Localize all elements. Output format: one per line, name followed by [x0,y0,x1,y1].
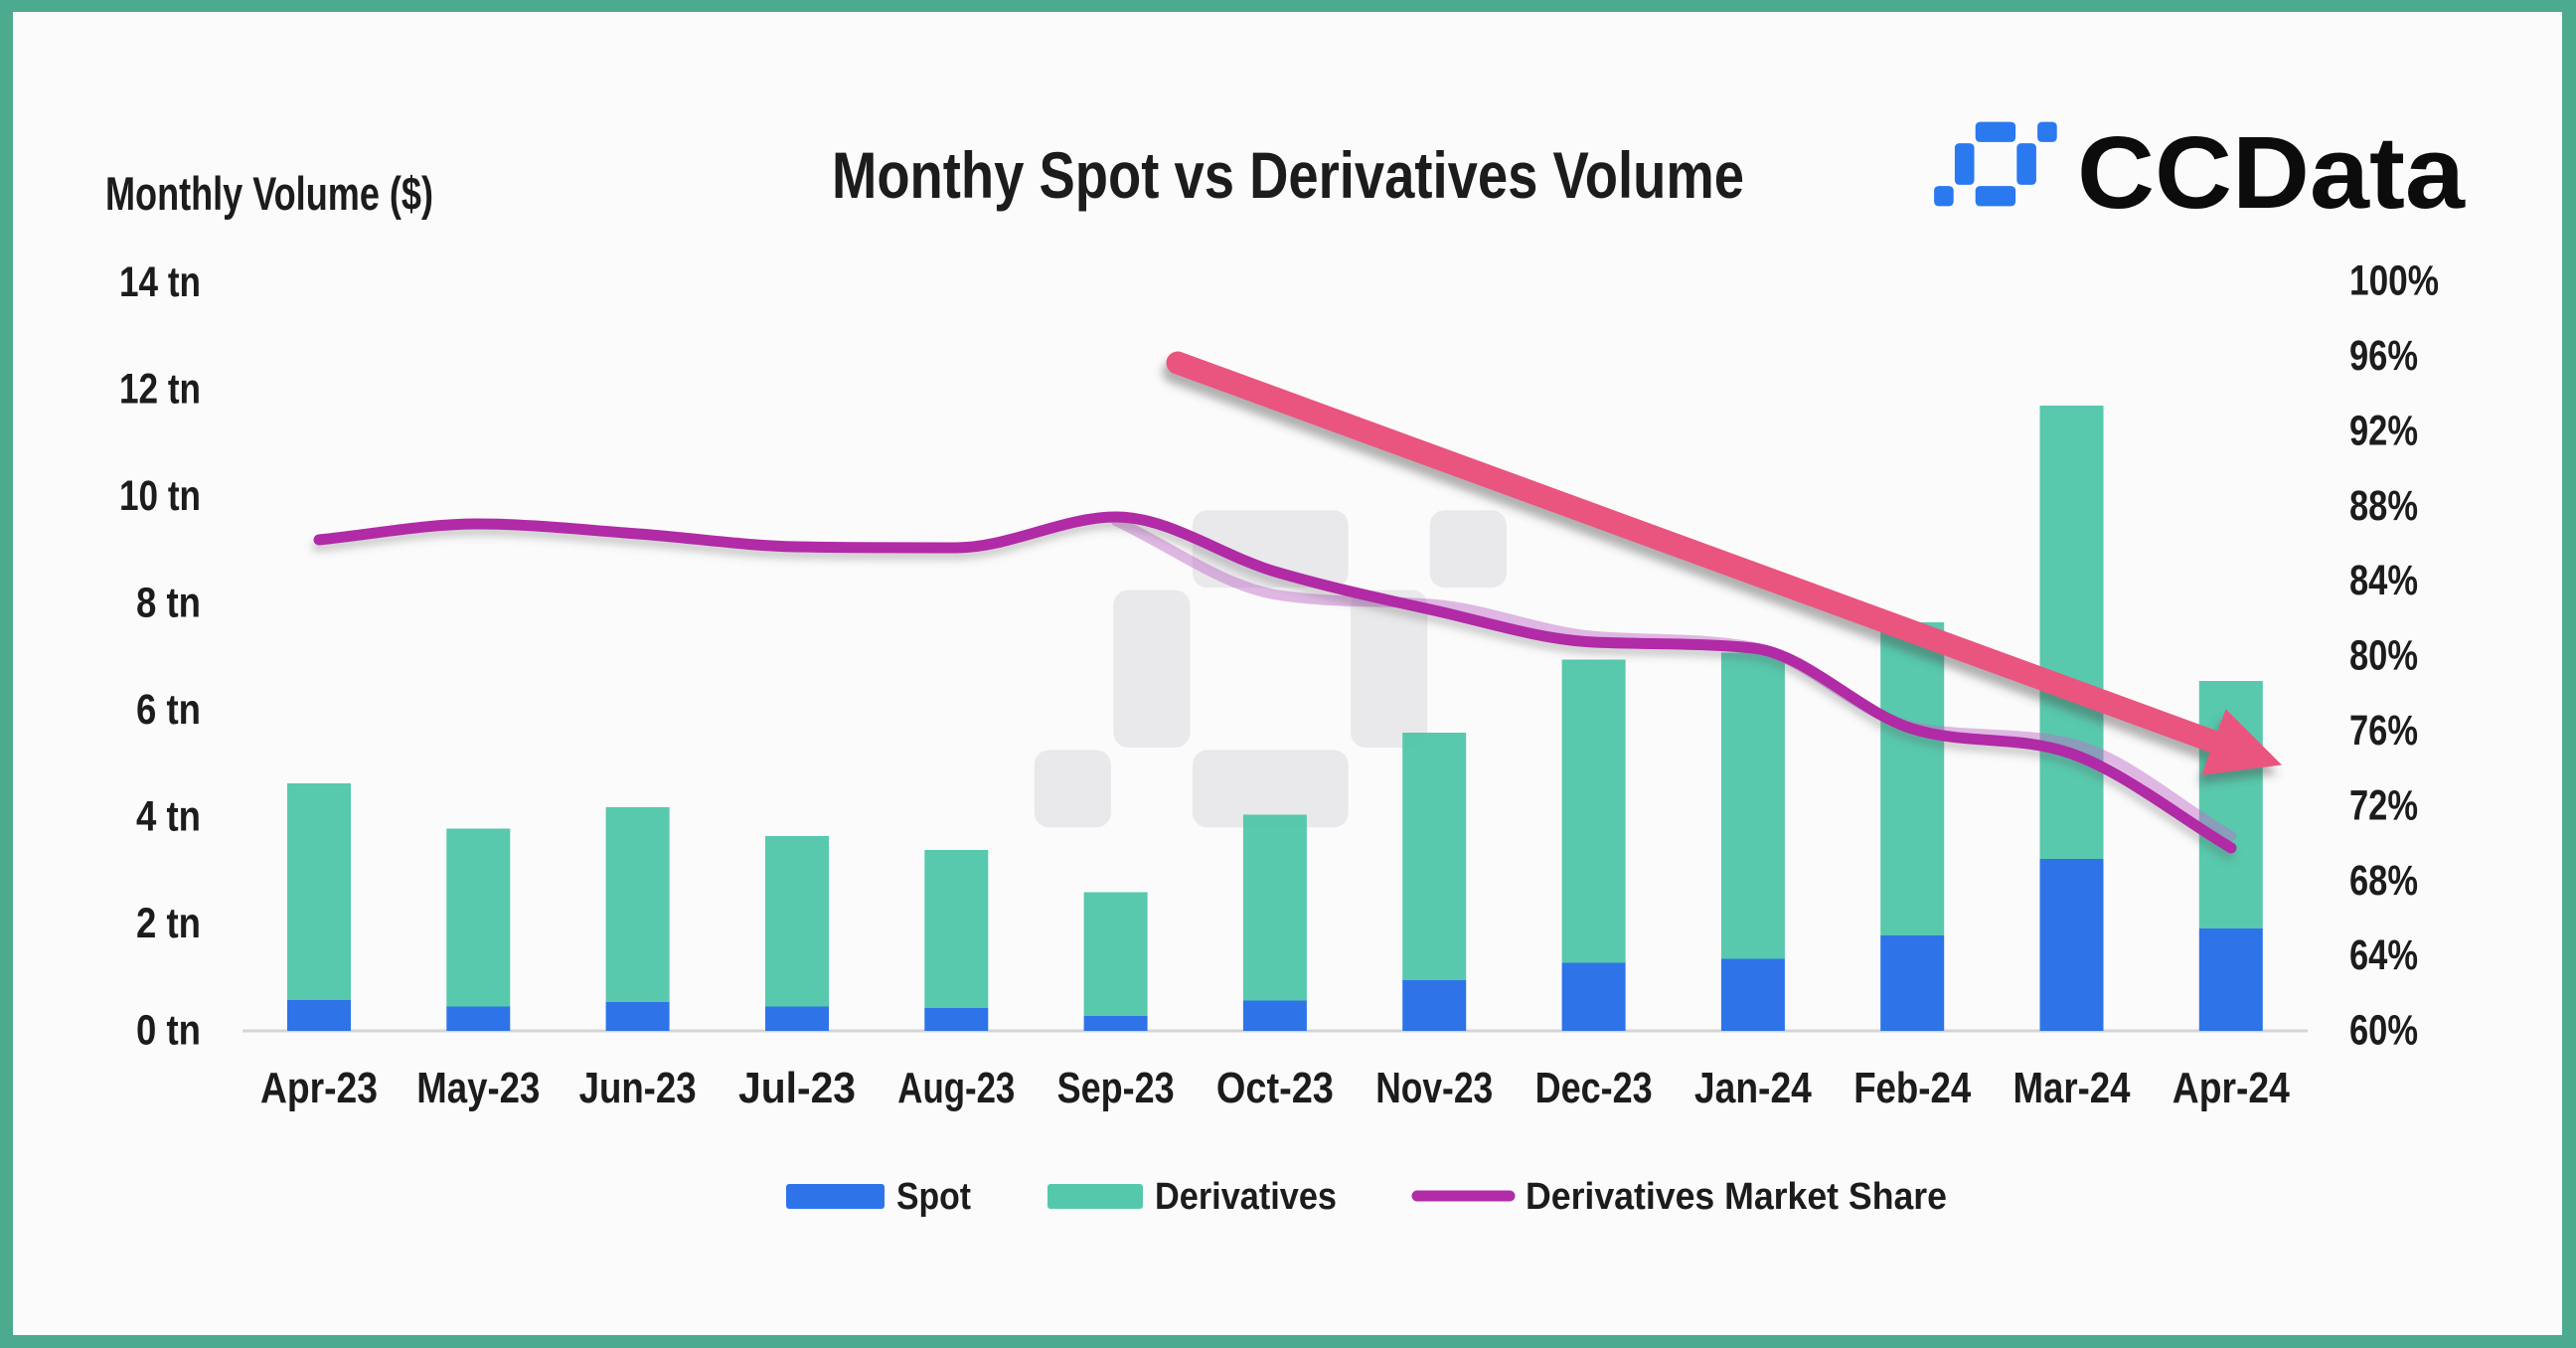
svg-text:Oct-23: Oct-23 [1216,1064,1334,1112]
svg-text:Dec-23: Dec-23 [1535,1064,1653,1112]
svg-text:Jul-23: Jul-23 [738,1064,856,1112]
svg-text:Spot: Spot [896,1176,971,1218]
svg-text:Apr-23: Apr-23 [260,1064,378,1112]
svg-text:96%: 96% [2349,332,2418,380]
svg-text:Feb-24: Feb-24 [1853,1064,1971,1112]
svg-text:72%: 72% [2349,781,2418,829]
svg-text:Derivatives Market Share: Derivatives Market Share [1526,1176,1947,1218]
svg-text:2 tn: 2 tn [136,900,201,947]
svg-text:100%: 100% [2349,257,2439,305]
svg-text:Apr-24: Apr-24 [2173,1064,2290,1112]
svg-text:84%: 84% [2349,557,2418,604]
svg-text:80%: 80% [2349,632,2418,680]
svg-text:Mar-24: Mar-24 [2013,1064,2131,1112]
svg-text:May-23: May-23 [416,1064,540,1112]
svg-text:Nov-23: Nov-23 [1375,1064,1493,1112]
svg-text:68%: 68% [2349,857,2418,905]
svg-text:Sep-23: Sep-23 [1057,1064,1175,1112]
svg-text:14 tn: 14 tn [119,258,201,306]
svg-text:Aug-23: Aug-23 [897,1064,1015,1112]
svg-text:6 tn: 6 tn [136,686,201,734]
svg-text:76%: 76% [2349,707,2418,755]
svg-text:Monthy Spot vs Derivatives Vol: Monthy Spot vs Derivatives Volume [832,138,1744,212]
svg-text:CCData: CCData [2077,115,2466,230]
svg-text:Jun-23: Jun-23 [579,1064,697,1112]
svg-text:60%: 60% [2349,1007,2418,1055]
svg-text:10 tn: 10 tn [119,472,201,520]
svg-text:8 tn: 8 tn [136,580,201,627]
svg-text:Derivatives: Derivatives [1155,1176,1337,1218]
svg-text:88%: 88% [2349,482,2418,530]
svg-text:64%: 64% [2349,931,2418,979]
svg-text:92%: 92% [2349,407,2418,454]
svg-text:Monthly Volume ($): Monthly Volume ($) [105,167,433,220]
svg-text:Jan-24: Jan-24 [1694,1064,1812,1112]
svg-text:4 tn: 4 tn [136,793,201,841]
svg-text:12 tn: 12 tn [119,366,201,414]
svg-text:0 tn: 0 tn [136,1007,201,1055]
